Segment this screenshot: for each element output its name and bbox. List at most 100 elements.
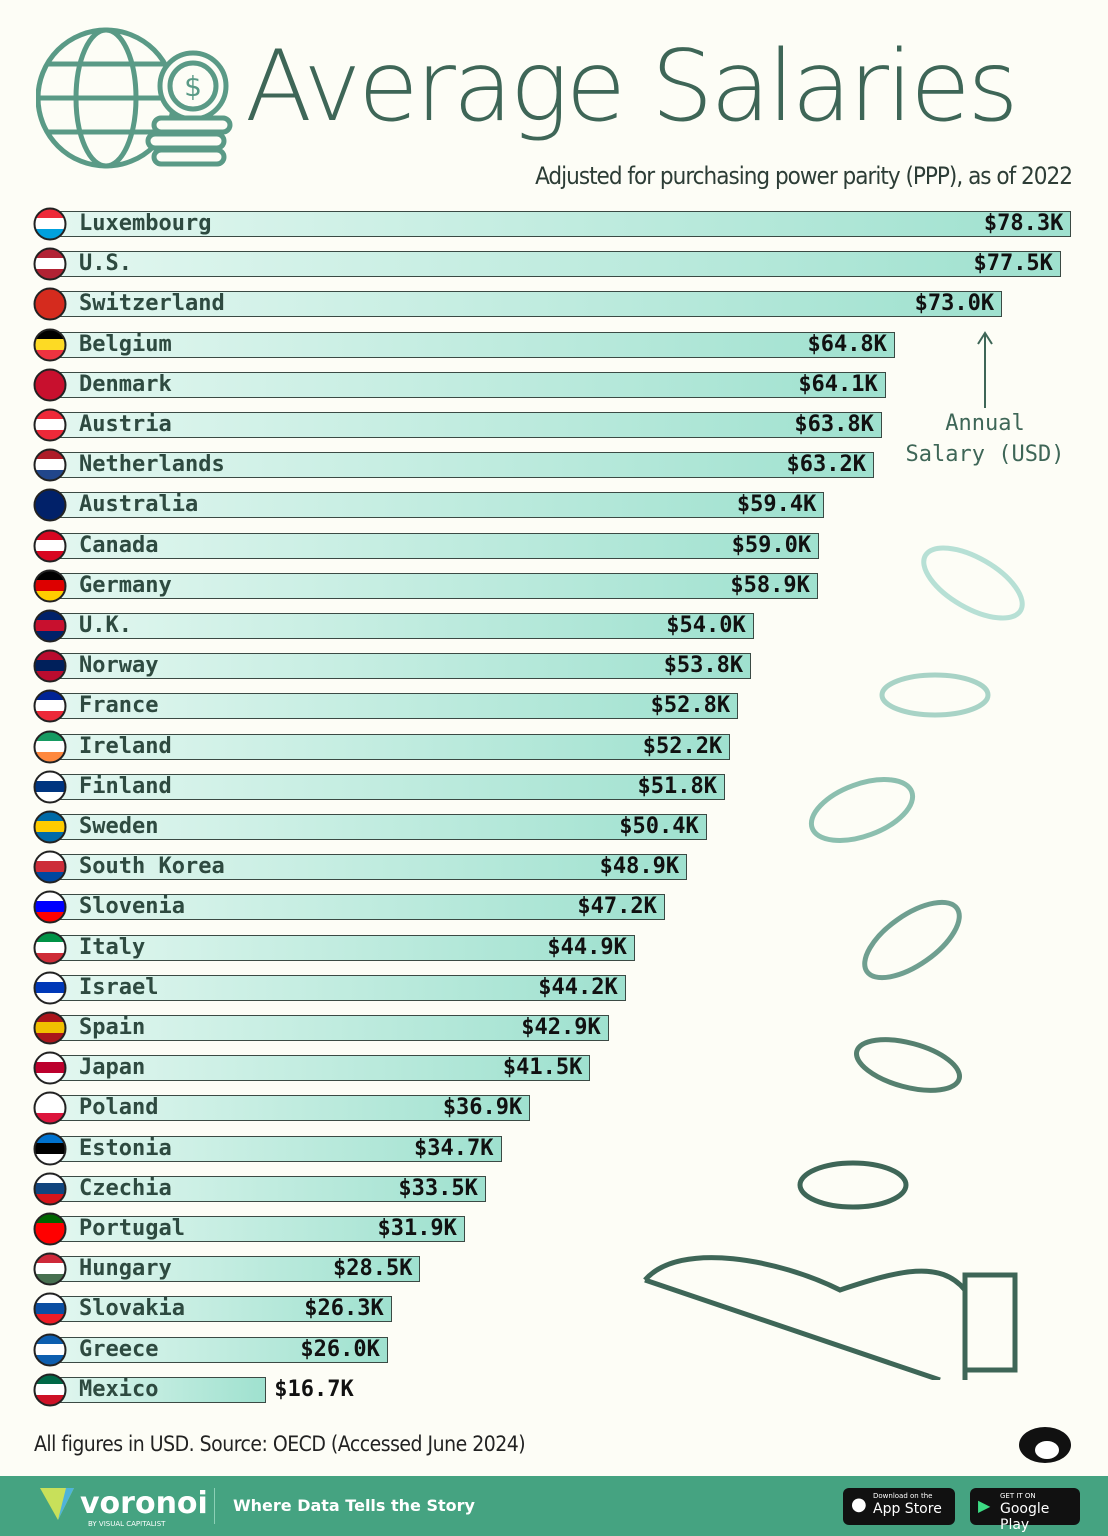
bar xyxy=(48,211,1072,237)
bar xyxy=(48,532,820,559)
bar xyxy=(48,572,818,599)
bar xyxy=(48,854,688,881)
app-store-small-text: Download on the xyxy=(873,1492,933,1500)
bar xyxy=(48,1055,591,1082)
value-label: $58.9K xyxy=(730,572,810,598)
bar xyxy=(48,613,754,639)
value-label: $47.2K xyxy=(577,894,657,920)
value-label: $52.8K xyxy=(650,693,731,719)
value-label: $42.9K xyxy=(521,1015,601,1040)
bar xyxy=(48,1256,421,1283)
value-label: $64.8K xyxy=(807,331,887,357)
app-store-button[interactable]: ● Download on the App Store xyxy=(843,1488,955,1525)
bar xyxy=(48,492,825,519)
bar xyxy=(48,1135,502,1162)
arrow-up-icon xyxy=(977,331,993,408)
flag-icon xyxy=(33,328,67,362)
category-label: Canada xyxy=(79,532,159,558)
category-label: Denmark xyxy=(79,371,172,397)
bar xyxy=(48,974,626,1001)
flag-icon xyxy=(33,408,67,442)
flag-icon xyxy=(33,890,67,924)
value-label: $36.9K xyxy=(442,1095,523,1121)
value-label: $73.0K xyxy=(914,291,995,317)
value-label: $63.8K xyxy=(794,412,874,437)
category-label: Portugal xyxy=(79,1216,185,1241)
flag-icon xyxy=(33,287,67,321)
bar xyxy=(48,1095,531,1122)
flag-icon xyxy=(33,649,67,683)
value-label: $31.9K xyxy=(377,1216,457,1241)
category-label: Slovakia xyxy=(79,1296,185,1322)
flag-icon xyxy=(33,1252,67,1286)
bar xyxy=(48,331,895,358)
flag-icon xyxy=(33,1373,67,1407)
value-label: $64.1K xyxy=(798,371,878,397)
google-play-button[interactable]: ▶ GET IT ON Google Play xyxy=(970,1488,1080,1533)
flag-icon xyxy=(33,368,67,402)
flag-icon xyxy=(33,850,67,884)
value-label: $78.3K xyxy=(983,211,1064,236)
flag-icon xyxy=(33,1292,67,1326)
flag-icon xyxy=(33,448,67,482)
category-label: Estonia xyxy=(79,1135,172,1161)
mascot-logo-icon xyxy=(1019,1427,1071,1463)
category-label: Mexico xyxy=(79,1376,159,1402)
flag-icon xyxy=(33,569,67,603)
bar xyxy=(48,452,875,479)
category-label: U.K. xyxy=(79,613,132,638)
flag-icon xyxy=(33,931,67,965)
bar xyxy=(48,1336,388,1363)
brand-name: voronoi xyxy=(80,1486,208,1521)
category-label: Norway xyxy=(79,653,159,679)
flag-icon xyxy=(33,1011,67,1045)
bar xyxy=(48,1376,267,1403)
tagline: Where Data Tells the Story xyxy=(233,1496,475,1515)
category-label: Poland xyxy=(79,1095,159,1121)
app-store-label: App Store xyxy=(873,1501,942,1517)
category-label: Belgium xyxy=(79,331,172,357)
value-label: $33.5K xyxy=(398,1175,478,1201)
divider xyxy=(214,1488,215,1524)
category-label: Japan xyxy=(79,1055,146,1081)
falling-coins-hand-illustration xyxy=(643,545,1025,1380)
flag-icon xyxy=(33,1333,67,1367)
google-play-label: Google Play xyxy=(1000,1501,1050,1533)
category-label: Germany xyxy=(79,572,172,598)
flag-icon xyxy=(33,1172,67,1206)
category-label: Ireland xyxy=(79,733,172,759)
play-icon: ▶ xyxy=(978,1496,991,1515)
value-label: $53.8K xyxy=(663,653,744,679)
flag-icon xyxy=(33,609,67,643)
category-label: Australia xyxy=(79,492,199,518)
annotation: Annual Salary (USD) xyxy=(905,411,1065,467)
flag-icon xyxy=(33,689,67,723)
category-label: Italy xyxy=(79,934,146,960)
bar xyxy=(48,251,1061,278)
svg-text:$: $ xyxy=(184,70,202,103)
value-label: $59.0K xyxy=(731,532,812,558)
google-play-small-text: GET IT ON xyxy=(1000,1492,1036,1500)
value-label: $28.5K xyxy=(333,1256,413,1282)
category-label: Hungary xyxy=(79,1256,172,1282)
category-label: Sweden xyxy=(79,814,159,839)
flag-icon xyxy=(33,247,67,281)
value-label: $34.7K xyxy=(414,1135,494,1161)
chart-subtitle: Adjusted for purchasing power parity (PP… xyxy=(535,162,1073,190)
flag-icon xyxy=(33,1091,67,1125)
value-label: $41.5K xyxy=(502,1055,583,1081)
value-label: $51.8K xyxy=(637,773,718,799)
category-label: France xyxy=(79,693,159,719)
flag-icon xyxy=(33,770,67,804)
flag-icon xyxy=(33,529,67,563)
category-label: Czechia xyxy=(79,1175,172,1201)
category-label: Switzerland xyxy=(79,291,225,317)
bar xyxy=(48,814,707,840)
voronoi-logo-icon xyxy=(40,1488,74,1520)
flag-icon xyxy=(33,810,67,844)
flag-icon xyxy=(33,1132,67,1166)
brand-subtitle: BY VISUAL CAPITALIST xyxy=(88,1520,166,1528)
value-label: $54.0K xyxy=(666,613,746,638)
category-label: Greece xyxy=(79,1336,159,1362)
